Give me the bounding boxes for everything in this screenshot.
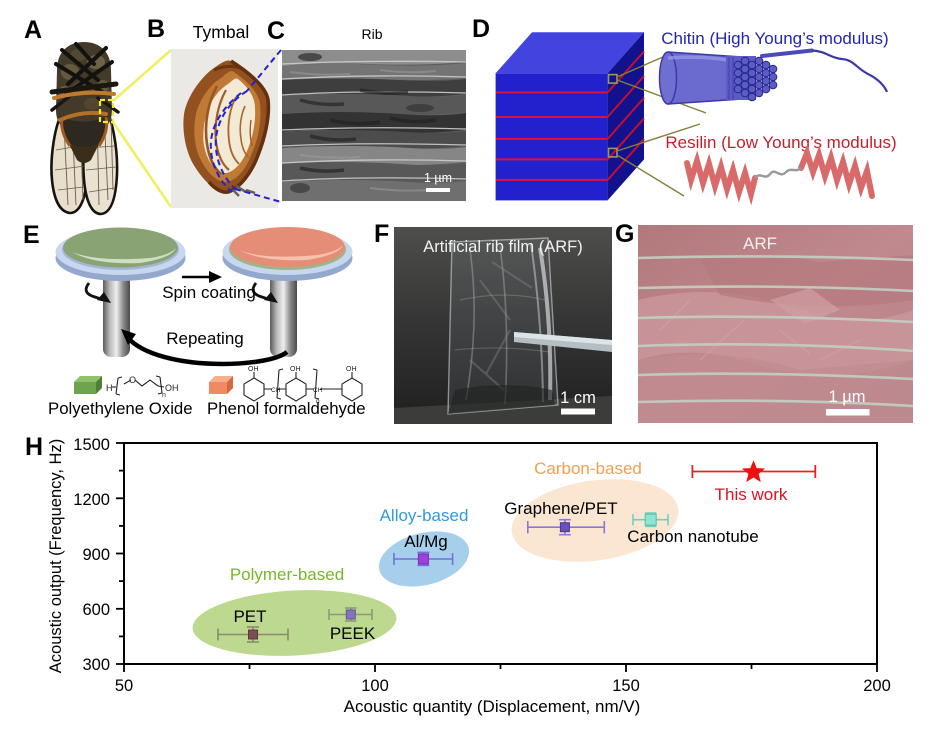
svg-text:Artificial rib film (ARF): Artificial rib film (ARF): [423, 238, 583, 256]
svg-text:Alloy-based: Alloy-based: [380, 506, 469, 525]
svg-text:1200: 1200: [73, 491, 110, 509]
svg-text:F: F: [374, 220, 389, 248]
svg-text:Repeating: Repeating: [166, 329, 244, 348]
svg-text:OH: OH: [248, 366, 259, 373]
svg-text:A: A: [24, 16, 42, 44]
svg-text:Carbon nanotube: Carbon nanotube: [627, 527, 758, 546]
svg-text:ARF: ARF: [743, 234, 777, 253]
svg-text:Polyethylene Oxide: Polyethylene Oxide: [48, 399, 193, 418]
svg-text:CH: CH: [313, 387, 323, 394]
svg-text:300: 300: [82, 656, 110, 674]
svg-text:B: B: [147, 15, 165, 43]
svg-text:Tymbal: Tymbal: [193, 22, 249, 42]
svg-text:PET: PET: [233, 607, 266, 626]
svg-text:H: H: [106, 383, 113, 393]
svg-text:Carbon-based: Carbon-based: [534, 459, 642, 478]
svg-text:1500: 1500: [73, 436, 110, 454]
svg-text:Polymer-based: Polymer-based: [230, 565, 344, 584]
svg-text:G: G: [615, 220, 634, 248]
svg-text:1 µm: 1 µm: [828, 388, 865, 406]
svg-text:Rib: Rib: [361, 26, 382, 42]
svg-text:n: n: [316, 398, 320, 405]
svg-text:C: C: [267, 17, 285, 45]
svg-text:O: O: [129, 375, 136, 385]
svg-text:D: D: [472, 15, 490, 43]
svg-text:Chitin (High Young’s modulus): Chitin (High Young’s modulus): [661, 29, 888, 48]
svg-text:150: 150: [612, 677, 640, 695]
svg-text:PEEK: PEEK: [330, 624, 376, 643]
svg-text:n: n: [162, 392, 166, 399]
svg-text:1 cm: 1 cm: [560, 389, 596, 407]
svg-text:E: E: [23, 221, 40, 249]
svg-text:100: 100: [361, 677, 389, 695]
svg-text:50: 50: [115, 677, 133, 695]
svg-text:CH: CH: [271, 387, 281, 394]
svg-text:H: H: [25, 433, 43, 461]
svg-text:Phenol formaldehyde: Phenol formaldehyde: [207, 399, 366, 418]
svg-text:1 µm: 1 µm: [424, 171, 452, 185]
svg-text:900: 900: [82, 546, 110, 564]
svg-text:Acoustic output (Frequency, Hz: Acoustic output (Frequency, Hz): [47, 439, 65, 673]
svg-text:Resilin (Low Young’s modulus): Resilin (Low Young’s modulus): [665, 133, 896, 152]
svg-text:OH: OH: [165, 383, 179, 393]
svg-text:OH: OH: [290, 366, 301, 373]
svg-text:Acoustic quantity (Displacemen: Acoustic quantity (Displacement, nm/V): [344, 697, 641, 716]
svg-text:Graphene/PET: Graphene/PET: [504, 499, 617, 518]
svg-text:200: 200: [863, 677, 891, 695]
svg-text:OH: OH: [346, 366, 357, 373]
svg-text:Al/Mg: Al/Mg: [404, 532, 447, 551]
svg-text:600: 600: [82, 601, 110, 619]
svg-text:Spin coating: Spin coating: [162, 283, 256, 302]
svg-text:This work: This work: [715, 485, 788, 504]
